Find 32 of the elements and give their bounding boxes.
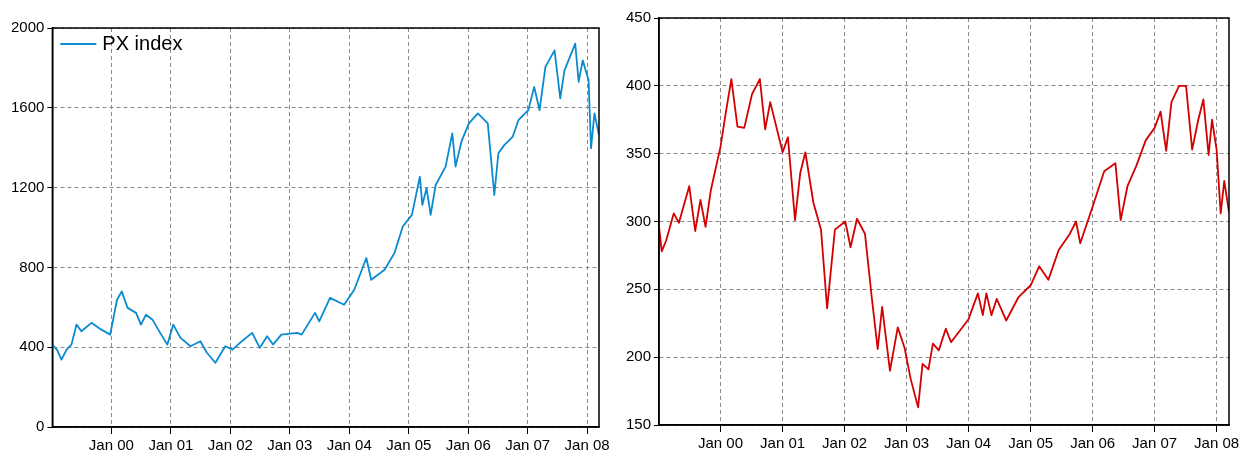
- x-tick-label: Jan 00: [697, 434, 744, 452]
- x-tick-label: Jan 08: [564, 436, 610, 454]
- y-tick-label: 200: [626, 347, 652, 365]
- x-tick-label: Jan 03: [267, 436, 313, 454]
- x-tick-label: Jan 06: [1070, 434, 1116, 452]
- x-tick-label: Jan 01: [760, 434, 806, 452]
- y-tick-label: 0: [36, 417, 45, 435]
- y-tick-label: 350: [626, 143, 652, 161]
- y-tick-label: 400: [19, 337, 45, 355]
- y-tick-label: 1600: [10, 97, 45, 115]
- y-tick-label: 2000: [10, 18, 45, 36]
- x-tick-label: Jan 05: [1008, 434, 1054, 452]
- y-tick-label: 450: [626, 8, 652, 26]
- legend-label: PX index: [102, 31, 183, 54]
- x-tick-label: Jan 04: [326, 436, 372, 454]
- y-tick-label: 400: [626, 75, 652, 93]
- y-tick-label: 250: [626, 279, 652, 297]
- y-tick-label: 800: [19, 257, 45, 275]
- x-tick-label: Jan 08: [1194, 434, 1240, 452]
- x-tick-label: Jan 05: [386, 436, 432, 454]
- x-tick-label: Jan 03: [884, 434, 930, 452]
- x-tick-label: Jan 07: [1132, 434, 1178, 452]
- x-tick-label: Jan 06: [445, 436, 491, 454]
- x-tick-label: Jan 02: [822, 434, 868, 452]
- x-tick-label: Jan 02: [207, 436, 253, 454]
- x-tick-label: Jan 07: [505, 436, 551, 454]
- x-tick-label: Jan 01: [148, 436, 194, 454]
- x-tick-label: Jan 04: [946, 434, 992, 452]
- x-tick-label: Jan 00: [88, 436, 134, 454]
- y-tick-label: 300: [626, 211, 652, 229]
- y-tick-label: 150: [626, 415, 652, 433]
- y-tick-label: 1200: [10, 177, 45, 195]
